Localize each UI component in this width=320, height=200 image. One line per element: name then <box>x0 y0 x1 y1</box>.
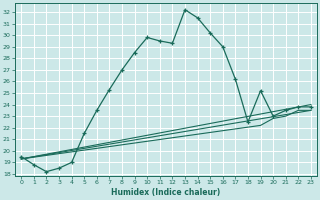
X-axis label: Humidex (Indice chaleur): Humidex (Indice chaleur) <box>111 188 221 197</box>
